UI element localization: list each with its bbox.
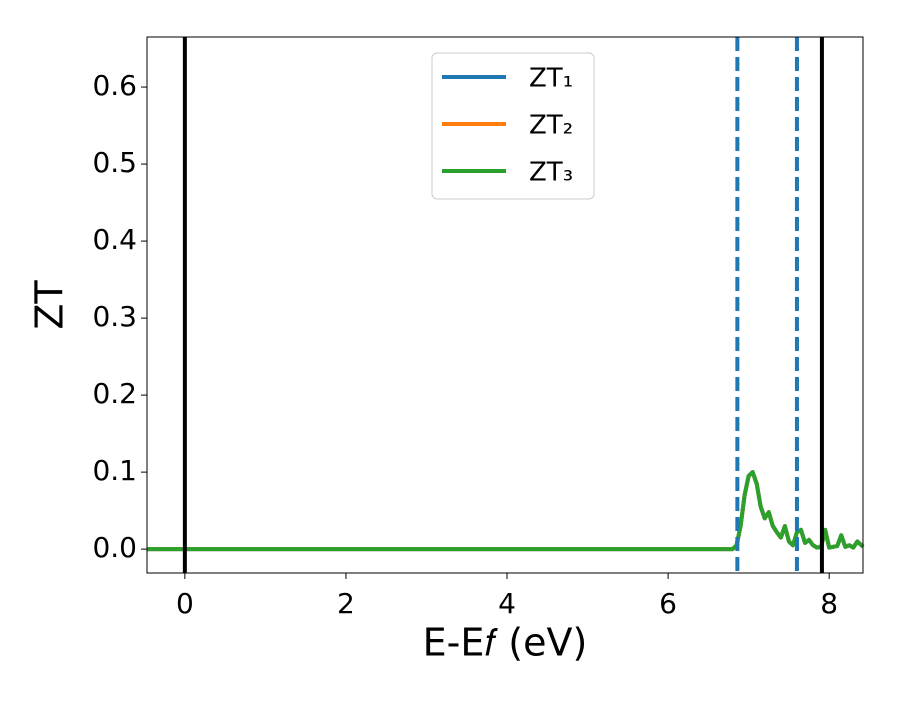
y-tick-label: 0.1 xyxy=(92,454,137,487)
x-tick-label: 4 xyxy=(498,587,516,620)
y-axis-label: ZT xyxy=(28,280,72,330)
y-tick-label: 0.4 xyxy=(92,223,137,256)
x-tick-label: 2 xyxy=(337,587,355,620)
x-tick-label: 8 xyxy=(820,587,838,620)
legend-label: ZT₂ xyxy=(529,111,573,141)
x-tick-label: 0 xyxy=(176,587,194,620)
legend-label: ZT₁ xyxy=(529,64,573,94)
line-series xyxy=(147,470,865,552)
legend-box xyxy=(431,52,595,200)
y-tick-label: 0.5 xyxy=(92,146,137,179)
x-tick-label: 6 xyxy=(659,587,677,620)
plot-frame xyxy=(146,36,864,574)
legend-label: ZT₃ xyxy=(529,158,573,188)
y-tick-label: 0.0 xyxy=(92,531,137,564)
y-tick-label: 0.2 xyxy=(92,377,137,410)
y-tick-label: 0.3 xyxy=(92,300,137,333)
x-axis-label: E-E𝑓 (eV) xyxy=(423,621,588,665)
y-tick-label: 0.6 xyxy=(92,69,137,102)
